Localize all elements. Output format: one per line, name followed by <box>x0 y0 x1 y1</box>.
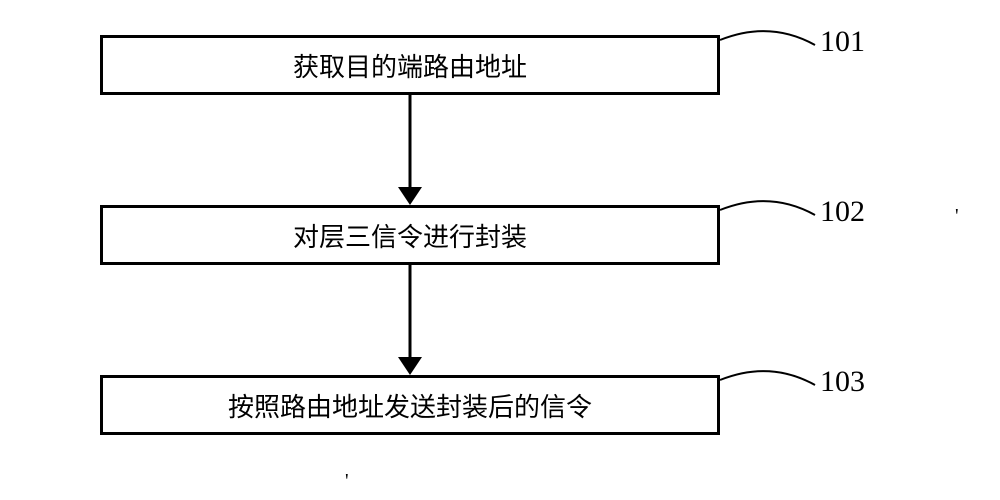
arrow-head-icon <box>398 357 422 375</box>
step-label-102: 102 <box>820 195 865 229</box>
arrow-head-icon <box>398 187 422 205</box>
step-text-101: 获取目的端路由地址 <box>293 47 527 84</box>
stray-mark: ' <box>955 205 959 228</box>
step-box-103: 按照路由地址发送封装后的信令 <box>100 375 720 435</box>
flowchart-canvas: 获取目的端路由地址 101 对层三信令进行封装 102 按照路由地址发送封装后的… <box>0 0 1000 500</box>
step-label-101: 101 <box>820 25 865 59</box>
leader-line <box>720 371 815 385</box>
step-label-103: 103 <box>820 365 865 399</box>
leader-line <box>720 201 815 215</box>
step-box-101: 获取目的端路由地址 <box>100 35 720 95</box>
step-text-102: 对层三信令进行封装 <box>293 217 527 254</box>
stray-mark: ' <box>345 470 349 493</box>
leader-line <box>720 31 815 45</box>
step-box-102: 对层三信令进行封装 <box>100 205 720 265</box>
step-text-103: 按照路由地址发送封装后的信令 <box>228 387 592 424</box>
